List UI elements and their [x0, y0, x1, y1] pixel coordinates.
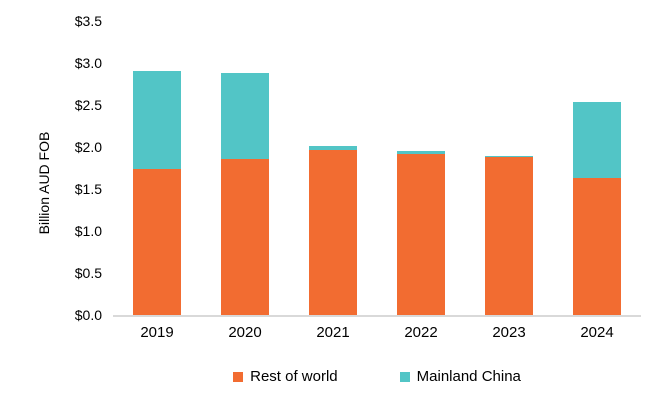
- x-axis-labels: 2019 2020 2021 2022 2023 2024: [113, 324, 641, 344]
- x-tick-label-2022: 2022: [404, 324, 438, 341]
- y-tick-label: $1.0: [74, 223, 102, 239]
- bar-segment-mainland-china-2023: [485, 156, 533, 157]
- bar-segment-rest-of-world-2020: [221, 159, 269, 315]
- bar-segment-mainland-china-2020: [221, 73, 269, 159]
- bar-segment-mainland-china-2024: [573, 102, 621, 178]
- y-tick-label: $3.5: [74, 13, 102, 29]
- bar-segment-mainland-china-2022: [397, 151, 445, 154]
- x-tick-label-2020: 2020: [228, 324, 262, 341]
- y-tick-label: $1.5: [74, 181, 102, 197]
- x-tick-label-2024: 2024: [580, 324, 614, 341]
- legend-item-rest-of-world: Rest of world: [233, 368, 338, 385]
- plot-area: [113, 21, 641, 315]
- y-tick-label: $2.0: [74, 139, 102, 155]
- x-tick-label-2023: 2023: [492, 324, 526, 341]
- legend-label: Mainland China: [416, 368, 521, 385]
- bar-segment-rest-of-world-2024: [573, 178, 621, 315]
- bar-segment-rest-of-world-2022: [397, 154, 445, 315]
- x-tick-label-2019: 2019: [140, 324, 174, 341]
- y-tick-label: $0.0: [74, 307, 102, 323]
- bar-segment-mainland-china-2021: [309, 146, 357, 150]
- x-axis-line: [113, 315, 641, 317]
- legend-item-mainland-china: Mainland China: [399, 368, 521, 385]
- bar-segment-rest-of-world-2023: [485, 157, 533, 315]
- bar-segment-mainland-china-2019: [133, 71, 181, 169]
- x-tick-label-2021: 2021: [316, 324, 350, 341]
- legend: Rest of world Mainland China: [113, 368, 641, 385]
- y-tick-label: $2.5: [74, 97, 102, 113]
- y-tick-label: $0.5: [74, 265, 102, 281]
- legend-swatch-icon: [233, 371, 244, 382]
- legend-label: Rest of world: [250, 368, 338, 385]
- bar-segment-rest-of-world-2019: [133, 169, 181, 315]
- legend-swatch-icon: [399, 371, 410, 382]
- bar-segment-rest-of-world-2021: [309, 150, 357, 315]
- y-tick-label: $3.0: [74, 55, 102, 71]
